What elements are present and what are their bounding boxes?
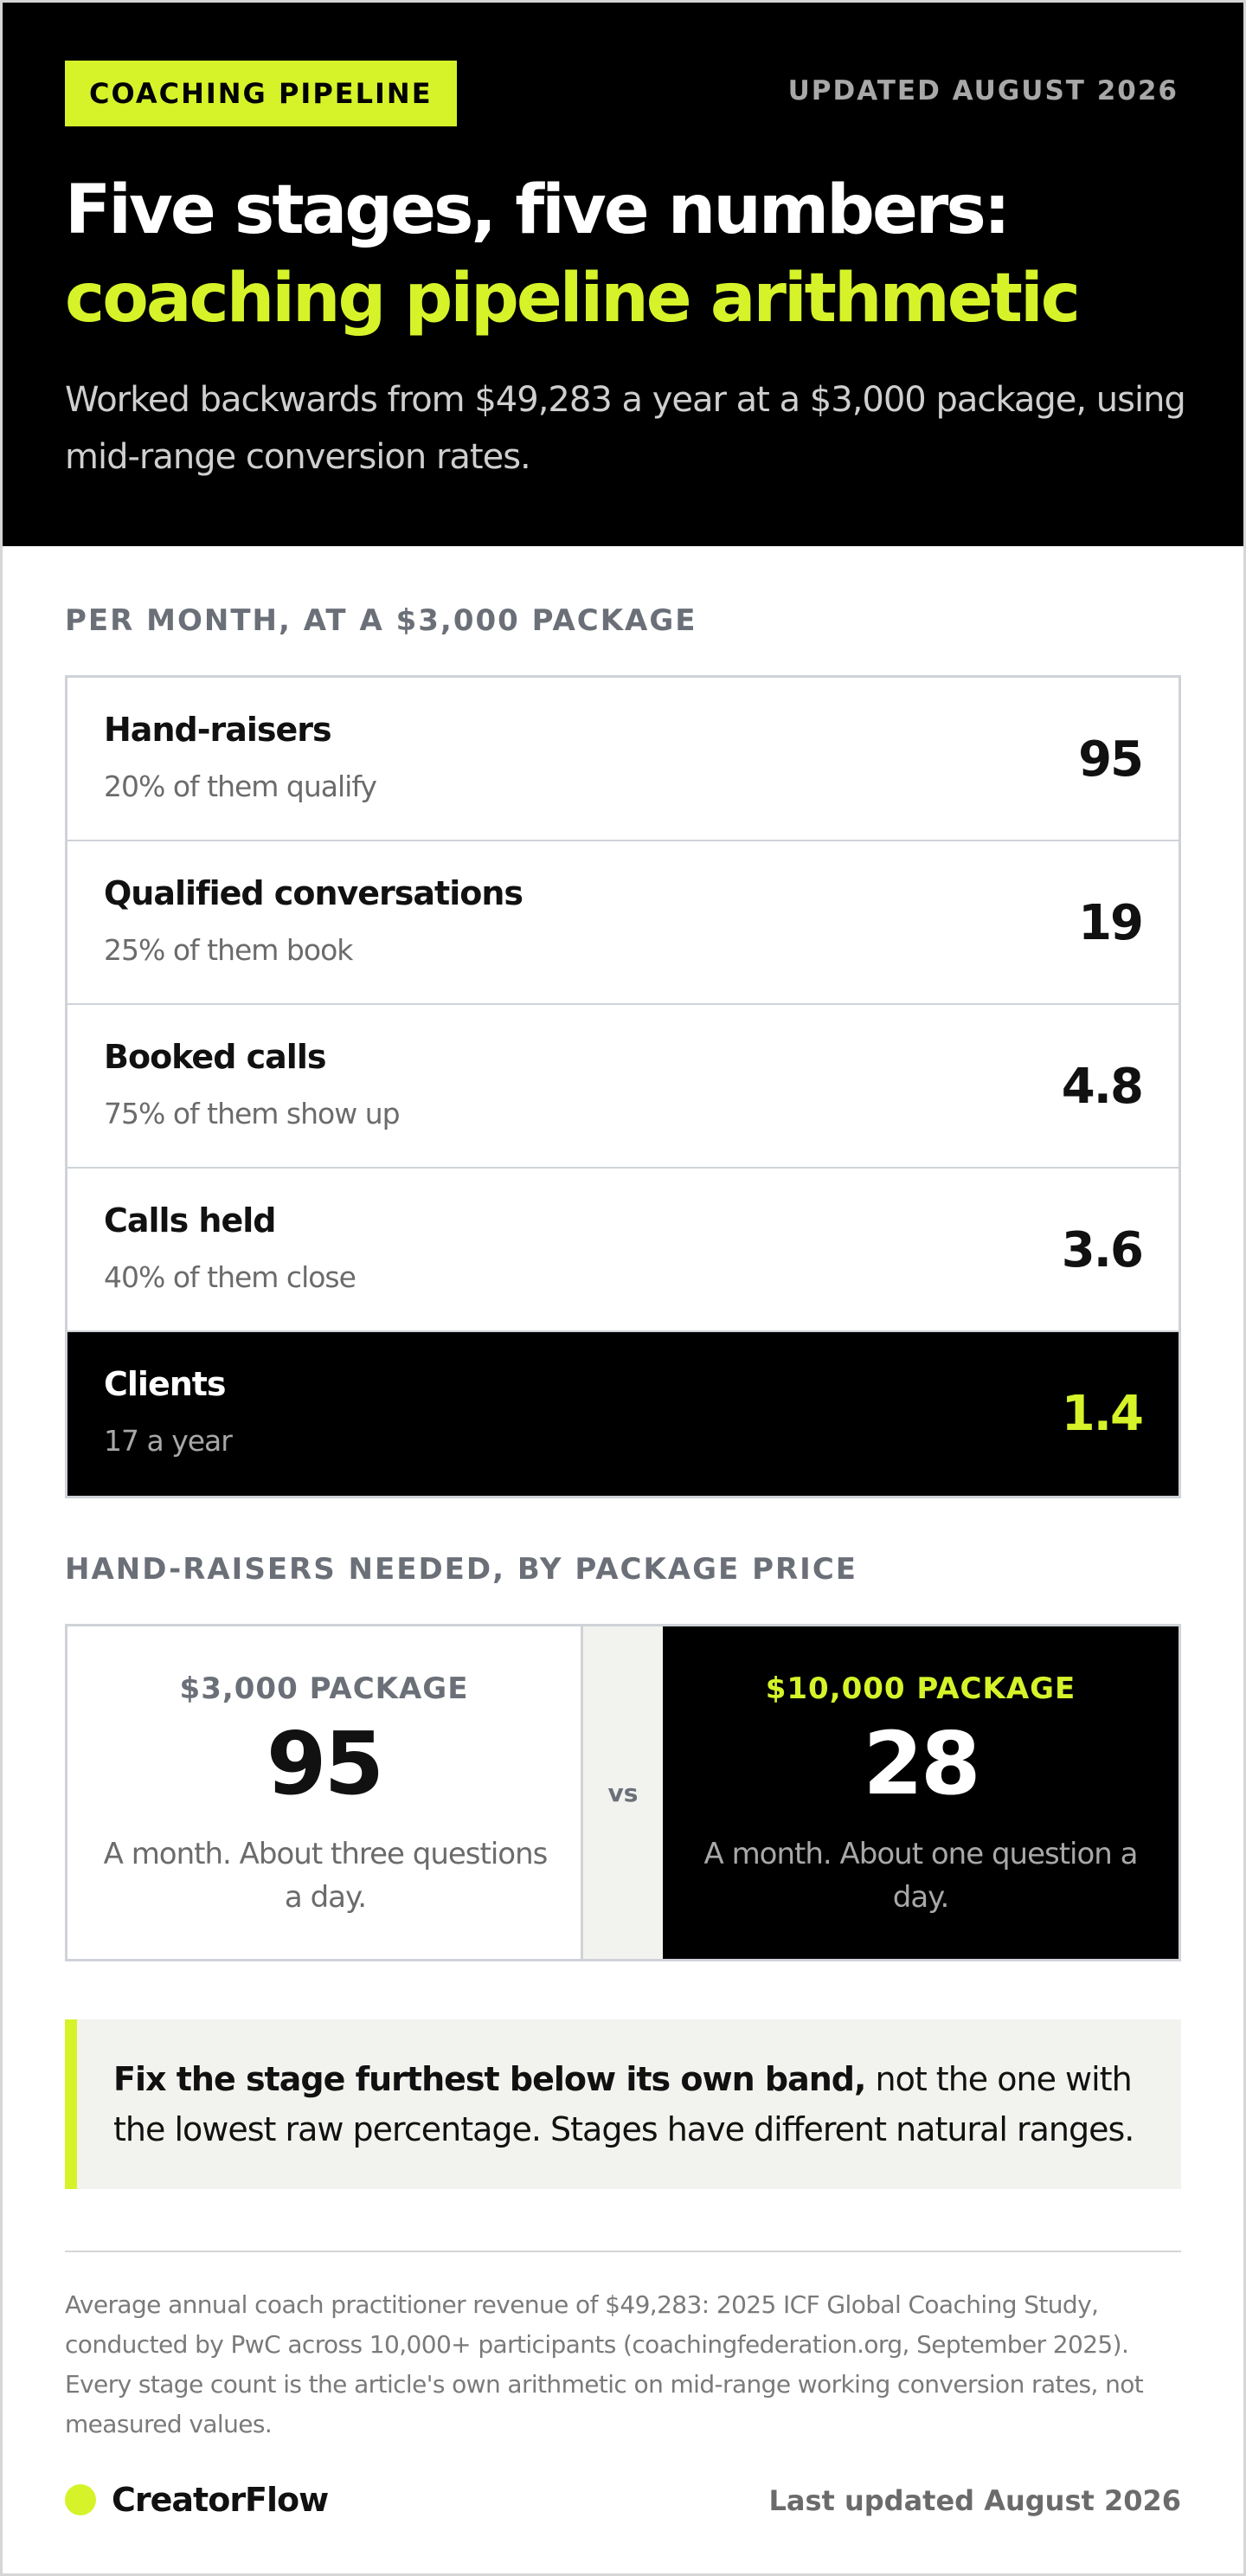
stage-value: 4.8 (1061, 1059, 1144, 1115)
card-label: $10,000 PACKAGE (765, 1671, 1076, 1706)
stage-value: 3.6 (1061, 1222, 1144, 1278)
brand-dot-icon (65, 2484, 96, 2515)
page-title: Five stages, five numbers: (65, 171, 1011, 249)
stage-value: 95 (1078, 731, 1144, 788)
comparison-section-label: HAND-RAISERS NEEDED, BY PACKAGE PRICE (65, 1552, 858, 1587)
stage-note: 75% of them show up (104, 1097, 401, 1130)
updated-date: UPDATED AUGUST 2026 (787, 75, 1179, 106)
callout-rest-text: not the one with the lowest raw percenta… (113, 2060, 1134, 2148)
stage-value: 19 (1078, 895, 1144, 951)
card-value: 95 (266, 1713, 384, 1814)
stage-note: 17 a year (104, 1424, 233, 1458)
callout-bold-text: Fix the stage furthest below its own ban… (113, 2060, 866, 2098)
package-comparison: $3,000 PACKAGE 95 A month. About three q… (65, 1624, 1181, 1961)
category-tag-label: COACHING PIPELINE (89, 77, 433, 110)
callout-accent-bar (65, 2019, 77, 2189)
footer-divider (65, 2251, 1181, 2252)
stage-note: 25% of them book (104, 933, 353, 967)
category-tag: COACHING PIPELINE (65, 61, 457, 126)
comparison-card-10000: $10,000 PACKAGE 28 A month. About one qu… (663, 1626, 1179, 1959)
funnel-section-label: PER MONTH, AT A $3,000 PACKAGE (65, 603, 697, 638)
brand-logo[interactable]: CreatorFlow (65, 2481, 329, 2519)
funnel-row-calls-held: Calls held 40% of them close 3.6 (67, 1169, 1179, 1332)
funnel-table: Hand-raisers 20% of them qualify 95 Qual… (65, 675, 1181, 1498)
stage-name: Hand-raisers (104, 711, 332, 749)
callout-text: Fix the stage furthest below its own ban… (113, 2054, 1160, 2154)
takeaway-callout: Fix the stage furthest below its own ban… (65, 2019, 1181, 2189)
card-label: $3,000 PACKAGE (179, 1671, 469, 1706)
funnel-row-hand-raisers: Hand-raisers 20% of them qualify 95 (67, 678, 1179, 841)
stage-value: 1.4 (1061, 1386, 1144, 1442)
funnel-row-booked-calls: Booked calls 75% of them show up 4.8 (67, 1005, 1179, 1169)
page-title-highlight: coaching pipeline arithmetic (65, 260, 1081, 338)
card-value: 28 (863, 1713, 980, 1814)
comparison-card-3000: $3,000 PACKAGE 95 A month. About three q… (67, 1626, 583, 1959)
source-footnote: Average annual coach practitioner revenu… (65, 2290, 1144, 2438)
funnel-row-clients: Clients 17 a year 1.4 (67, 1332, 1179, 1496)
last-updated-text: Last updated August 2026 (768, 2484, 1181, 2517)
card-description: A month. About one question a day. (703, 1837, 1139, 1915)
stage-name: Qualified conversations (104, 874, 523, 912)
funnel-row-qualified-conversations: Qualified conversations 25% of them book… (67, 841, 1179, 1005)
stage-name: Clients (104, 1365, 227, 1403)
stage-note: 20% of them qualify (104, 770, 377, 803)
vs-label: vs (607, 1778, 639, 1807)
page-subtitle: Worked backwards from $49,283 a year at … (65, 380, 1186, 477)
stage-name: Booked calls (104, 1038, 326, 1076)
brand-name: CreatorFlow (112, 2481, 329, 2519)
stage-note: 40% of them close (104, 1260, 356, 1294)
header-banner: COACHING PIPELINE UPDATED AUGUST 2026 Fi… (3, 3, 1243, 546)
card-description: A month. About three questions a day. (103, 1837, 549, 1915)
stage-name: Calls held (104, 1201, 276, 1240)
